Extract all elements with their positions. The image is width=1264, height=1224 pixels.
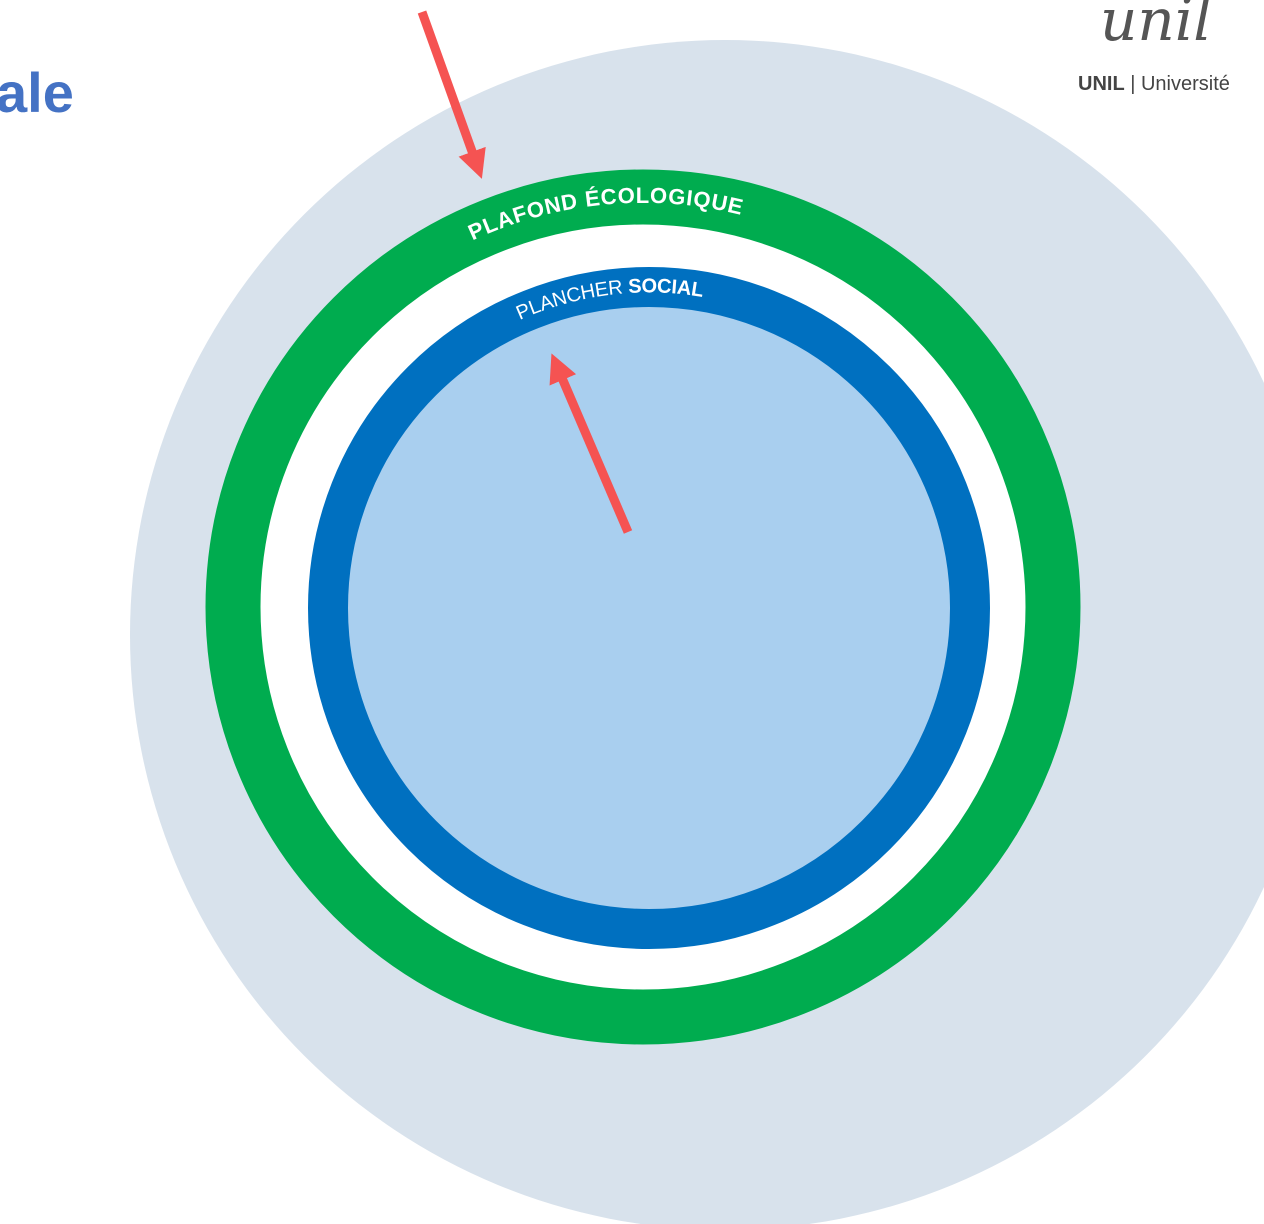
logo-name: UNIL | Université <box>1078 73 1230 95</box>
logo-rest: | Université <box>1130 73 1230 95</box>
arrow-up <box>549 353 633 534</box>
floor-label-bold: SOCIAL <box>628 275 705 301</box>
title: ale <box>0 61 74 124</box>
logo-script: unil <box>1100 0 1212 54</box>
logo-bold: UNIL <box>1078 73 1125 95</box>
arrow-down <box>417 10 486 179</box>
social-floor-ring <box>308 267 990 949</box>
